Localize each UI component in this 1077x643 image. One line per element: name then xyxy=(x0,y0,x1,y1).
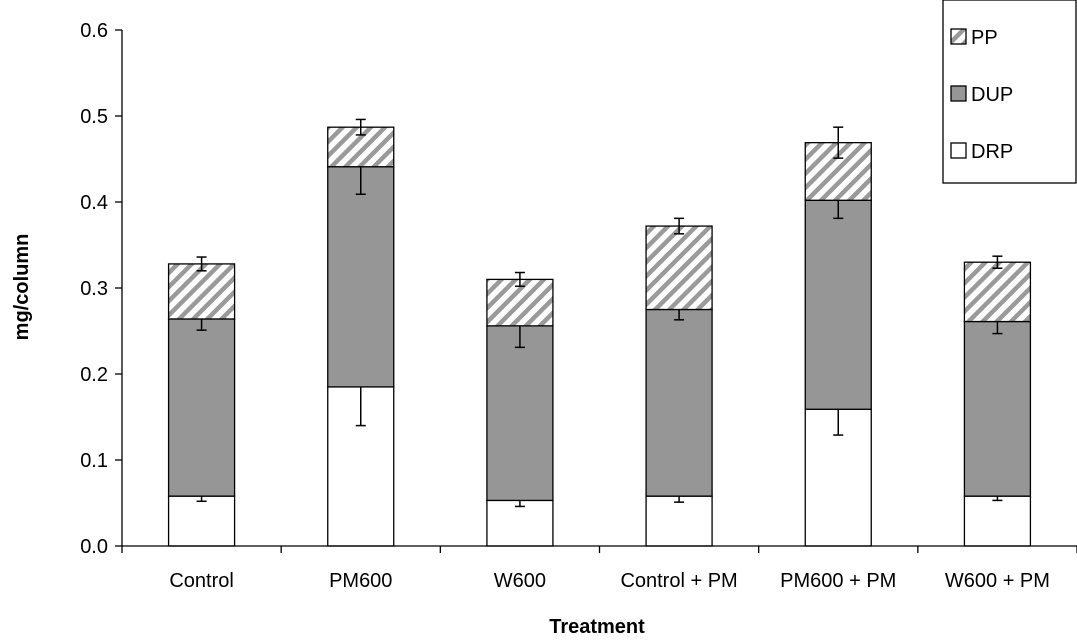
x-tick-label: PM600 xyxy=(329,570,392,592)
error-bar-pp-3 xyxy=(514,271,525,288)
legend-label-drp: DRP xyxy=(971,141,1013,163)
bar-pp-4 xyxy=(645,225,713,311)
x-tick-label: PM600 + PM xyxy=(780,570,896,592)
x-tick-label: W600 + PM xyxy=(945,570,1050,592)
y-tick-label: 0.3 xyxy=(80,278,108,300)
bar-pp-6 xyxy=(963,261,1032,323)
legend-swatch-dup xyxy=(950,85,967,102)
bar-dup-1 xyxy=(167,318,236,497)
error-bar-pp-5 xyxy=(833,126,844,159)
bar-drp-6 xyxy=(963,495,1032,547)
y-axis-title: mg/column xyxy=(11,234,33,341)
bar-dup-6 xyxy=(963,320,1032,497)
y-tick-label: 0.1 xyxy=(80,450,108,472)
x-tick-label: Control xyxy=(169,570,233,592)
bar-drp-1 xyxy=(167,495,236,547)
bar-pp-1 xyxy=(167,263,236,320)
error-bar-pp-6 xyxy=(992,255,1003,269)
y-tick-label: 0.5 xyxy=(80,106,108,128)
x-axis-title: Treatment xyxy=(549,616,645,638)
y-tick-label: 0.4 xyxy=(80,192,108,214)
bar-dup-2 xyxy=(327,166,395,388)
error-bar-pp-2 xyxy=(355,118,366,136)
bar-dup-5 xyxy=(804,199,872,410)
bar-dup-3 xyxy=(486,325,554,502)
y-tick-label: 0.2 xyxy=(80,364,108,386)
legend-swatch-pp xyxy=(950,28,967,45)
error-bar-pp-4 xyxy=(674,217,685,235)
legend-label-dup: DUP xyxy=(971,84,1013,106)
legend-label-pp: PP xyxy=(971,27,998,49)
y-tick-label: 0.6 xyxy=(80,20,108,42)
bar-drp-4 xyxy=(645,495,713,547)
bar-drp-3 xyxy=(486,499,554,547)
legend-swatch-drp xyxy=(950,142,967,159)
x-tick-label: W600 xyxy=(494,570,546,592)
bar-dup-4 xyxy=(645,308,713,497)
x-tick-label: Control + PM xyxy=(620,570,737,592)
y-tick-label: 0.0 xyxy=(80,536,108,558)
error-bar-pp-1 xyxy=(196,256,207,272)
